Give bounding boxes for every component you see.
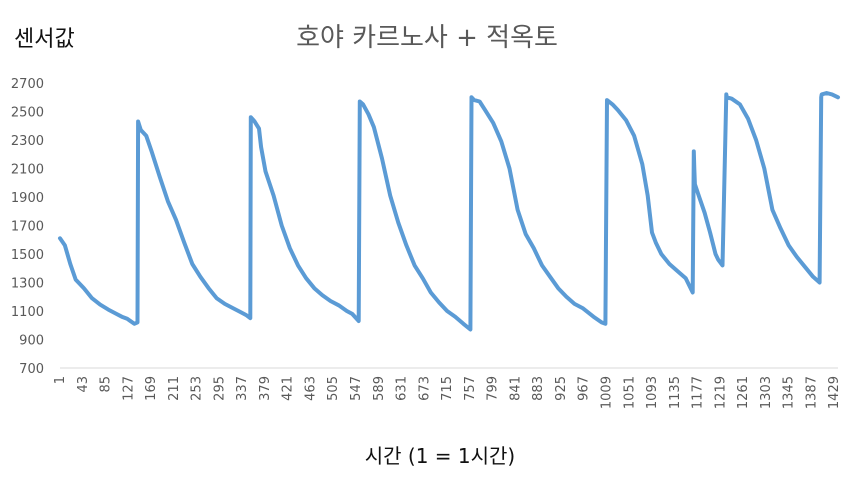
x-tick-label: 631	[395, 376, 410, 401]
x-tick-label: 1009	[599, 376, 614, 409]
y-tick-label: 2300	[11, 134, 44, 149]
y-tick-label: 1500	[11, 248, 44, 263]
y-tick-label: 700	[19, 362, 44, 377]
x-tick-label: 967	[577, 376, 592, 401]
series-line	[58, 91, 840, 332]
x-tick-label: 1387	[804, 376, 819, 409]
x-tick-label: 337	[235, 376, 250, 401]
x-tick-label: 463	[303, 376, 318, 401]
y-tick-label: 2700	[11, 77, 44, 92]
y-tick-label: 1700	[11, 220, 44, 235]
y-tick-label: 1300	[11, 277, 44, 292]
y-axis-label: 센서값	[14, 27, 75, 52]
x-tick-label: 85	[99, 376, 114, 393]
x-tick-label: 421	[281, 376, 296, 401]
x-tick-label: 43	[76, 376, 91, 393]
y-axis-ticks: 700 900 1100 1300 1500 1700 1900 2100 2300 2500 27…	[11, 77, 44, 377]
chart-title: 호야 카르노사 + 적옥토	[296, 23, 558, 53]
x-tick-label: 673	[417, 376, 432, 401]
x-tick-label: 1345	[782, 376, 797, 409]
x-axis-ticks: 1 43 85 127 169 211 253 295 337 379 421 463 505 547 58…	[53, 376, 842, 409]
x-tick-label: 715	[440, 376, 455, 401]
x-tick-label: 127	[121, 376, 136, 401]
x-tick-label: 799	[486, 376, 501, 401]
x-tick-label: 1135	[668, 376, 683, 409]
x-tick-label: 169	[144, 376, 159, 401]
x-tick-label: 1177	[691, 376, 706, 409]
x-tick-label: 295	[212, 376, 227, 401]
x-tick-label: 1303	[759, 376, 774, 409]
y-tick-label: 900	[19, 334, 44, 349]
x-tick-label: 1051	[622, 376, 637, 409]
x-tick-label: 547	[349, 376, 364, 401]
x-tick-label: 757	[463, 376, 478, 401]
x-tick-label: 379	[258, 376, 273, 401]
y-tick-label: 2100	[11, 163, 44, 178]
x-tick-label: 1261	[736, 376, 751, 409]
x-tick-label: 1219	[713, 376, 728, 409]
x-tick-label: 925	[554, 376, 569, 401]
x-axis-label: 시간 (1 = 1시간)	[365, 444, 516, 468]
x-tick-label: 505	[326, 376, 341, 401]
x-tick-label: 883	[531, 376, 546, 401]
x-tick-label: 589	[372, 376, 387, 401]
x-tick-label: 1	[53, 376, 68, 384]
y-tick-label: 1100	[11, 305, 44, 320]
x-tick-label: 253	[190, 376, 205, 401]
y-tick-label: 2500	[11, 106, 44, 121]
y-tick-label: 1900	[11, 191, 44, 206]
x-tick-label: 841	[508, 376, 523, 401]
x-tick-label: 1093	[645, 376, 660, 409]
x-tick-label: 211	[167, 376, 182, 401]
x-tick-label: 1429	[827, 376, 842, 409]
